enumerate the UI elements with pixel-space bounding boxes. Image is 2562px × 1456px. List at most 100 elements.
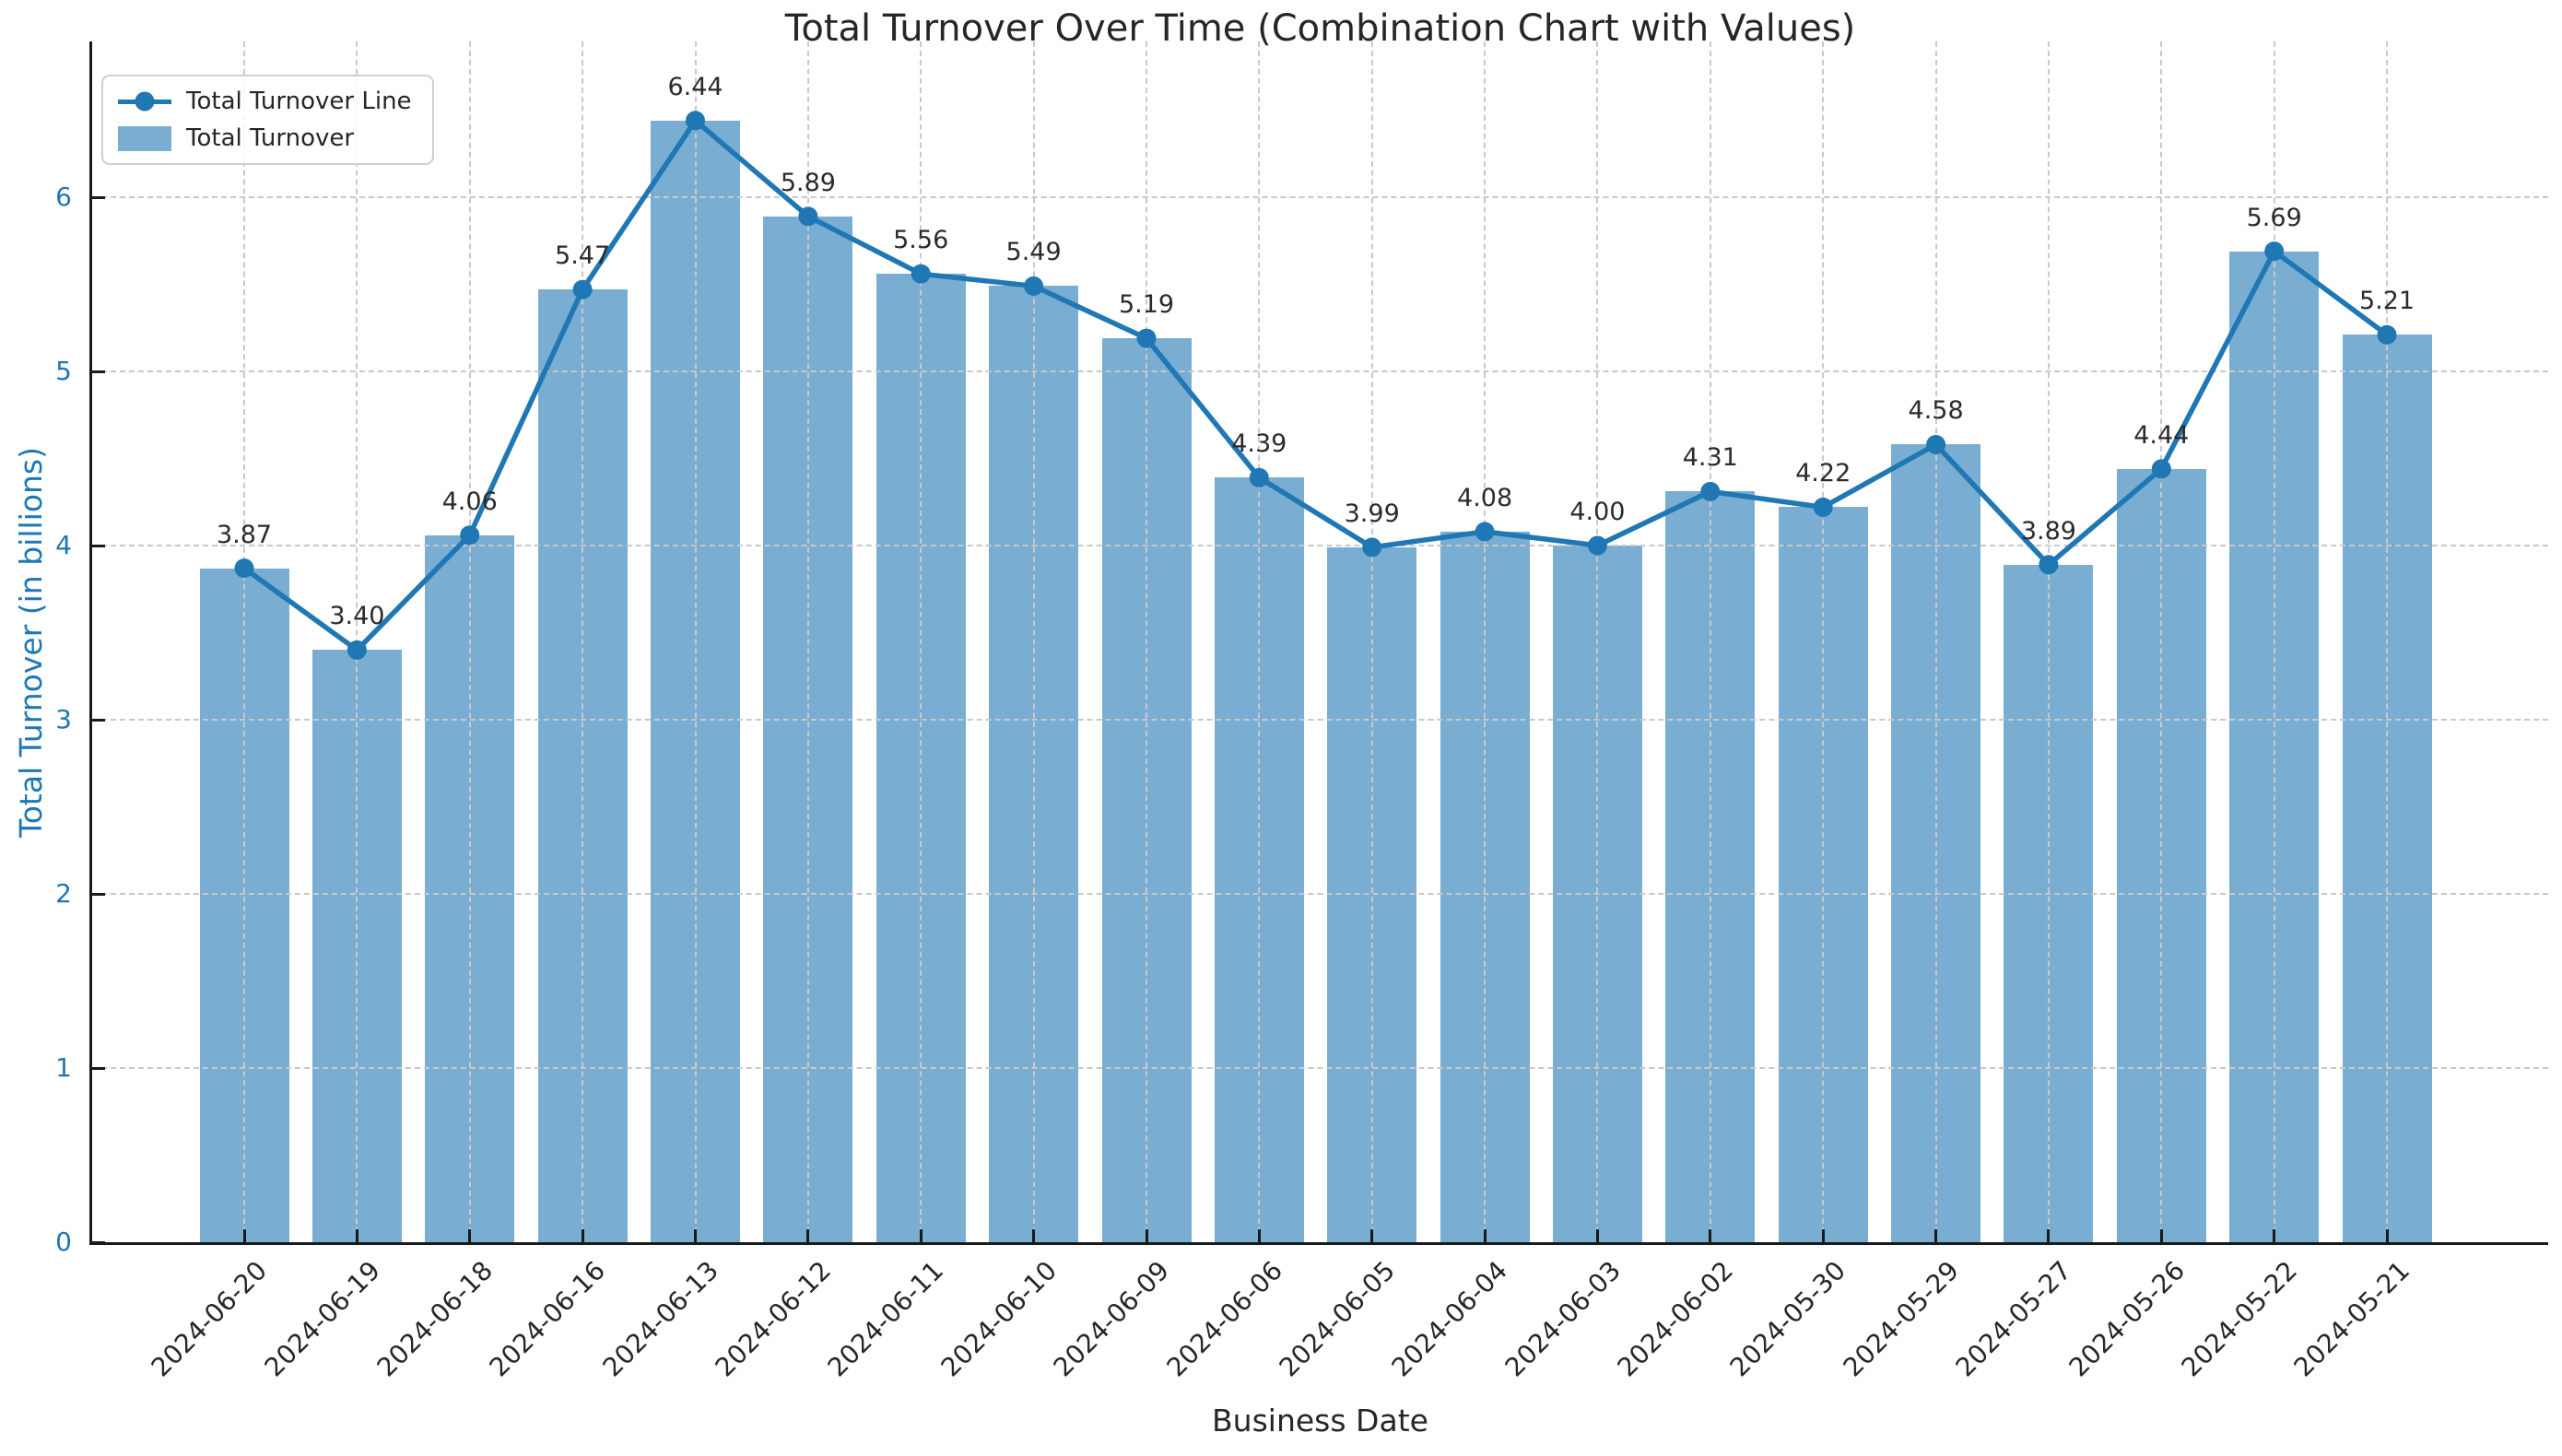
y-tick [92, 544, 105, 547]
x-tick [355, 1229, 358, 1242]
x-tick-label: 2024-05-21 [2287, 1255, 2416, 1383]
h-gridline [92, 545, 2548, 546]
legend: Total Turnover Line Total Turnover [101, 75, 434, 165]
bar-value-label: 4.58 [1908, 396, 1964, 426]
x-tick-label: 2024-06-03 [1498, 1255, 1627, 1383]
y-tick-label: 5 [55, 356, 72, 386]
bar-value-label: 5.56 [893, 226, 949, 255]
x-tick [2047, 1229, 2051, 1242]
x-tick [1595, 1229, 1599, 1242]
x-tick-label: 2024-06-19 [258, 1255, 386, 1383]
x-tick [1370, 1229, 1374, 1242]
line-marker [798, 206, 818, 227]
line-marker [1475, 522, 1495, 542]
x-axis-label: Business Date [1212, 1403, 1428, 1438]
x-tick [1483, 1229, 1487, 1242]
bar-value-label: 4.06 [441, 487, 498, 516]
v-gridline [1032, 41, 1035, 1242]
bar-value-label: 4.44 [2133, 420, 2190, 450]
x-tick [242, 1229, 246, 1242]
v-gridline [582, 41, 584, 1242]
v-gridline [1596, 41, 1599, 1242]
bar-value-label: 3.99 [1344, 499, 1400, 528]
bar-value-label: 5.49 [1005, 238, 1062, 267]
bar-value-label: 4.22 [1795, 459, 1851, 488]
x-tick [1821, 1229, 1825, 1242]
bar-value-label: 5.21 [2358, 287, 2415, 316]
x-tick-label: 2024-05-30 [1724, 1255, 1852, 1383]
v-gridline [1258, 41, 1261, 1242]
plot-area: 3.87 3.40 4.06 5.47 6.44 5.89 5.56 5.49 5.19 4.39… [89, 41, 2548, 1245]
v-gridline [1146, 41, 1147, 1242]
turnover-line [242, 116, 2389, 654]
v-gridline [2273, 41, 2275, 1242]
line-marker [572, 279, 593, 299]
x-tick-label: 2024-06-04 [1386, 1255, 1514, 1383]
x-tick-label: 2024-06-06 [1160, 1255, 1288, 1383]
legend-label-line: Total Turnover Line [186, 88, 412, 115]
y-tick [92, 370, 105, 373]
y-tick-label: 0 [55, 1227, 72, 1257]
y-tick [92, 1066, 105, 1070]
x-tick [919, 1229, 923, 1242]
x-tick-label: 2024-06-12 [709, 1255, 838, 1383]
line-marker [1249, 467, 1269, 487]
bar-value-label: 4.39 [1231, 429, 1287, 459]
x-tick-label: 2024-05-29 [1837, 1255, 1965, 1383]
x-tick [1934, 1229, 1938, 1242]
line-marker [460, 525, 480, 546]
legend-line-sample-icon [118, 91, 171, 112]
v-gridline [806, 41, 809, 1242]
legend-bar-sample-icon [118, 125, 171, 151]
bar-value-label: 5.19 [1118, 290, 1175, 320]
line-marker [2264, 241, 2285, 262]
bar-value-label: 5.89 [780, 168, 836, 197]
bar-value-label: 3.87 [216, 520, 273, 549]
x-tick [1032, 1229, 1036, 1242]
v-gridline [243, 41, 245, 1242]
y-tick [92, 195, 105, 199]
h-gridline [92, 196, 2548, 198]
x-tick [1709, 1229, 1712, 1242]
y-tick-label: 1 [55, 1052, 72, 1083]
line-marker [911, 264, 931, 284]
h-gridline [92, 719, 2548, 721]
y-tick-label: 4 [55, 530, 72, 560]
x-tick-label: 2024-06-16 [484, 1255, 612, 1383]
v-gridline [2160, 41, 2163, 1242]
y-tick [92, 718, 105, 722]
x-tick [694, 1229, 697, 1242]
x-tick [581, 1229, 584, 1242]
x-tick [1257, 1229, 1261, 1242]
v-gridline [468, 41, 471, 1242]
x-tick [2159, 1229, 2163, 1242]
v-gridline [1709, 41, 1711, 1242]
x-tick-label: 2024-06-20 [145, 1255, 274, 1383]
v-gridline [1370, 41, 1373, 1242]
y-tick-label: 3 [55, 704, 72, 734]
line-marker [1813, 497, 1833, 517]
x-tick-label: 2024-06-13 [596, 1255, 724, 1383]
line-marker [2377, 324, 2397, 345]
line-marker [347, 640, 367, 660]
v-gridline [920, 41, 923, 1242]
h-gridline [92, 893, 2548, 895]
y-tick [92, 1240, 105, 1244]
chart-title: Total Turnover Over Time (Combination Ch… [784, 7, 1856, 50]
h-gridline [92, 370, 2548, 372]
bar-value-label: 4.08 [1457, 483, 1513, 512]
h-gridline [92, 1067, 2548, 1069]
bar-value-label: 3.40 [329, 602, 385, 631]
x-tick-label: 2024-06-10 [934, 1255, 1063, 1383]
bar-value-label: 6.44 [667, 72, 723, 101]
legend-label-bar: Total Turnover [186, 124, 355, 152]
x-tick-label: 2024-06-05 [1273, 1255, 1402, 1383]
y-tick-label: 2 [55, 878, 72, 909]
value-labels-layer: 3.87 3.40 4.06 5.47 6.44 5.89 5.56 5.49 5.19 4.39… [92, 41, 2548, 1242]
line-marker [1700, 481, 1721, 501]
v-gridline [2047, 41, 2050, 1242]
bar-value-label: 4.31 [1682, 443, 1738, 473]
line-marker [1362, 537, 1382, 558]
line-layer [234, 111, 2397, 660]
